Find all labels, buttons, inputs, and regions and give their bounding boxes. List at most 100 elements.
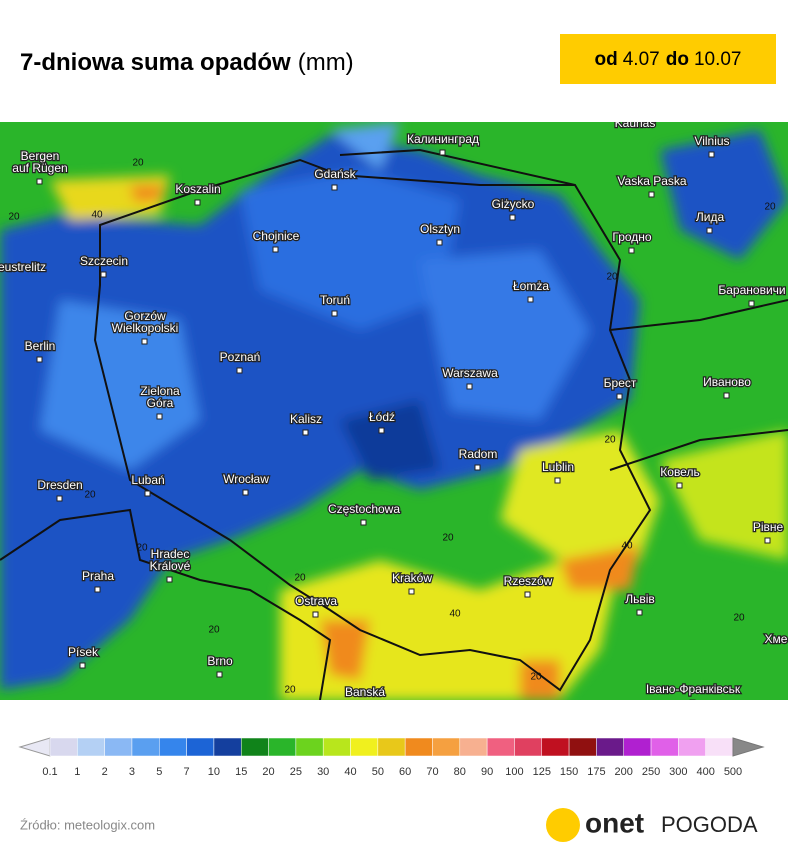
city-label: Wielkopolski	[112, 321, 179, 335]
legend-tick-label: 3	[129, 766, 135, 778]
legend-swatch	[159, 737, 187, 757]
city-dot	[331, 184, 338, 191]
city-dot	[764, 537, 771, 544]
city-label: Poznań	[220, 350, 261, 364]
city-label: Калининград	[407, 132, 479, 146]
city-label: Giżycko	[492, 197, 535, 211]
city-label: eustrelitz	[0, 260, 46, 274]
legend-tick-label: 0.1	[42, 766, 57, 778]
city-dot	[554, 477, 561, 484]
city-label: Хме	[765, 632, 788, 646]
to-date: 10.07	[694, 49, 742, 70]
from-date: 4.07	[623, 49, 660, 70]
contour-label: 20	[606, 272, 618, 283]
title-main: 7-dniowa suma opadów	[20, 49, 291, 76]
city-dot	[636, 609, 643, 616]
legend-tick-label: 150	[560, 766, 578, 778]
to: do	[666, 49, 689, 70]
legend-tick-label: 60	[399, 766, 411, 778]
legend-swatch	[404, 737, 433, 757]
legend-tick-label: 125	[533, 766, 551, 778]
city-label: auf Rügen	[12, 161, 67, 175]
legend-swatch	[77, 737, 105, 757]
city-label: Ковель	[660, 465, 699, 479]
city-label: Lubań	[131, 473, 164, 487]
city-dot	[166, 576, 173, 583]
city-label: Івано-Франківськ	[646, 682, 741, 696]
city-label: Барановичи	[718, 283, 785, 297]
city-dot	[708, 151, 715, 158]
legend-tick-label: 5	[156, 766, 162, 778]
city-label: Ostrava	[295, 594, 337, 608]
city-dot	[36, 356, 43, 363]
city-label: Gorzów	[124, 309, 166, 323]
city-dot	[616, 393, 623, 400]
city-dot	[676, 482, 683, 489]
city-dot	[628, 247, 635, 254]
legend-swatch	[596, 737, 624, 757]
city-label: Zielona	[140, 384, 180, 398]
city-dot	[144, 490, 151, 497]
city-label: Písek	[68, 645, 99, 659]
city-dot	[56, 495, 63, 502]
borders	[0, 148, 788, 700]
legend-tick-label: 50	[372, 766, 384, 778]
title: 7-dniowa suma opadów (mm)	[20, 49, 354, 76]
city-label: Koszalin	[175, 182, 220, 196]
city-label: Szczecin	[80, 254, 128, 268]
city-label: Rzeszów	[504, 574, 553, 588]
contour-label: 20	[84, 490, 96, 501]
legend-swatch	[49, 737, 78, 757]
legend-tick-label: 30	[317, 766, 329, 778]
legend-swatch	[131, 737, 160, 757]
city-label: Гродно	[612, 230, 652, 244]
city-label: Dresden	[37, 478, 82, 492]
city-dot	[242, 489, 249, 496]
legend-tick-label: 15	[235, 766, 247, 778]
legend-swatch	[623, 737, 652, 757]
city-dot	[360, 519, 367, 526]
city-label: Lublin	[542, 460, 574, 474]
city-dot	[466, 383, 473, 390]
city-label: Praha	[82, 569, 114, 583]
legend-tick-label: 10	[208, 766, 220, 778]
city-dot	[436, 239, 443, 246]
legend-tick-label: 25	[290, 766, 302, 778]
city-dot	[706, 227, 713, 234]
city-label: Toruń	[320, 293, 350, 307]
legend-swatch	[486, 737, 515, 757]
city-dot	[331, 310, 338, 317]
city-label: Kaunas	[615, 116, 656, 130]
legend-tick-label: 100	[505, 766, 523, 778]
city-dot	[474, 464, 481, 471]
city-label: Kalisz	[290, 412, 322, 426]
contour-label: 20	[8, 212, 20, 223]
legend-tick-label: 80	[454, 766, 466, 778]
legend-tick-label: 200	[615, 766, 633, 778]
legend-swatch	[541, 737, 570, 757]
contour-label: 20	[530, 672, 542, 683]
city-label: Львів	[625, 592, 655, 606]
legend-swatch	[514, 737, 543, 757]
city-dot	[312, 611, 319, 618]
city-dot	[527, 296, 534, 303]
legend-swatch	[322, 737, 351, 757]
city-label: Vaska Paska	[617, 174, 686, 188]
contour-label: 20	[733, 613, 745, 624]
city-dot	[302, 429, 309, 436]
contour-label: 20	[294, 573, 306, 584]
source: Źródło: meteologix.com	[20, 817, 155, 832]
city-label: Góra	[147, 396, 174, 410]
city-label: Лида	[696, 210, 725, 224]
city-label: Brno	[207, 654, 233, 668]
city-dot	[378, 427, 385, 434]
city-dot	[236, 367, 243, 374]
city-dot	[524, 591, 531, 598]
contour-label: 40	[621, 541, 633, 552]
legend-tick-label: 40	[344, 766, 356, 778]
city-dot	[36, 178, 43, 185]
city-dot	[141, 338, 148, 345]
from: od	[595, 49, 618, 70]
legend-swatch	[459, 737, 488, 757]
